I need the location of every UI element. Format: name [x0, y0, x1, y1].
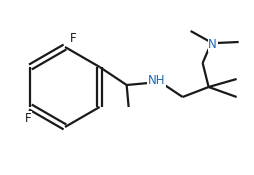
Text: F: F [25, 111, 32, 124]
Text: NH: NH [148, 74, 165, 86]
Text: F: F [70, 32, 76, 44]
Text: N: N [208, 38, 217, 51]
